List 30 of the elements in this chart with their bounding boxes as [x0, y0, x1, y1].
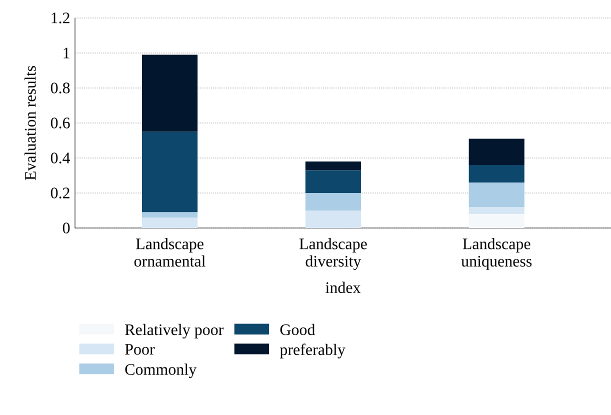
bar — [142, 218, 198, 228]
legend-label: Commonly — [125, 364, 197, 378]
y-tick-label: 1 — [64, 48, 70, 58]
y-tick-label: 0.6 — [50, 118, 70, 128]
legend-label: preferably — [280, 344, 346, 358]
bar — [468, 182, 524, 207]
bar — [305, 170, 361, 193]
x-tick-label: Landscape ornamental — [134, 238, 206, 267]
y-tick-label: 0.4 — [50, 152, 70, 164]
y-tick-label: 0.2 — [50, 188, 70, 198]
bar — [305, 193, 361, 211]
bar — [468, 214, 524, 228]
bar — [468, 207, 524, 214]
y-tick-label: 1.2 — [52, 12, 70, 24]
bar — [142, 132, 198, 212]
bar — [305, 210, 361, 228]
x-tick-label: Landscape diversity — [299, 238, 367, 270]
bar — [142, 212, 198, 218]
y-tick-label: 0.8 — [50, 82, 70, 94]
legend-label: Good — [280, 324, 316, 336]
y-tick-label: 0 — [62, 222, 70, 234]
bar — [468, 138, 524, 165]
legend-label: Relatively poor — [125, 324, 224, 338]
bar — [305, 162, 361, 170]
bar — [468, 165, 524, 183]
x-axis-title: index — [326, 282, 361, 294]
y-axis-title: Evaluation results — [24, 66, 36, 180]
x-tick-label: Landscape uniqueness — [461, 238, 532, 270]
bar — [142, 54, 198, 132]
legend-label: Poor — [125, 344, 155, 355]
